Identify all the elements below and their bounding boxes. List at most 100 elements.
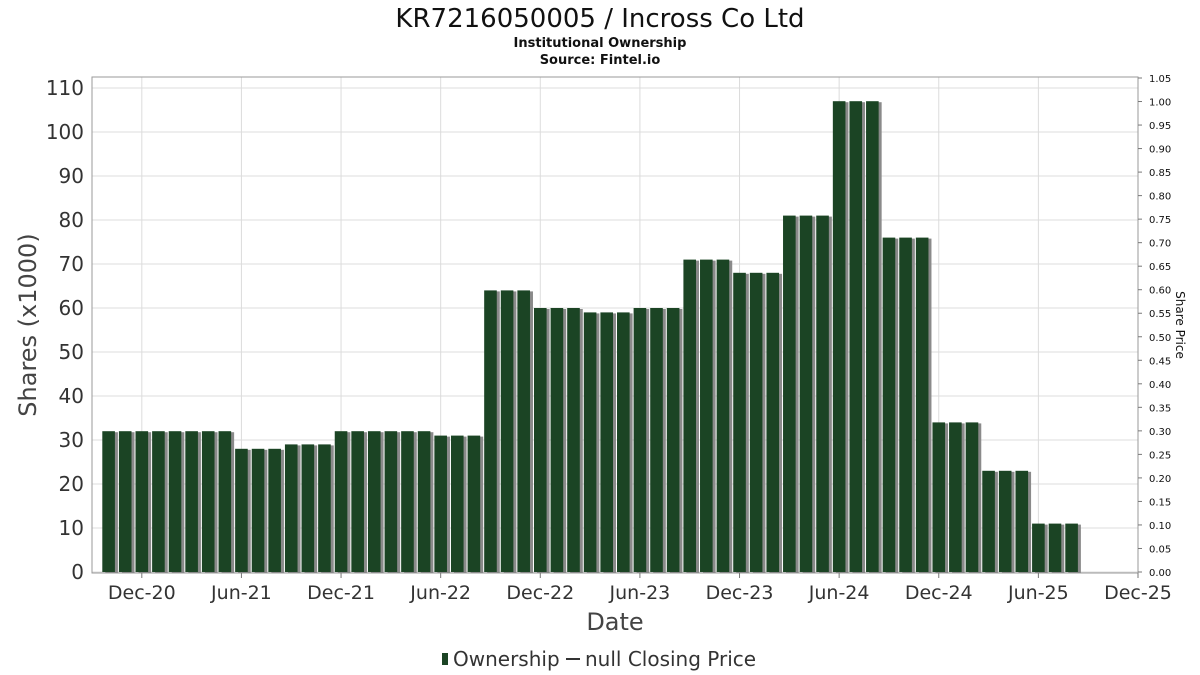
y2-tick-label: 0.35 xyxy=(1149,403,1171,414)
bar xyxy=(417,431,431,572)
bar xyxy=(384,431,398,572)
y-tick-label: 40 xyxy=(59,384,84,408)
bar xyxy=(1032,523,1045,572)
legend-ownership-swatch xyxy=(442,653,448,665)
y2-tick-label: 0.80 xyxy=(1149,192,1171,203)
bar xyxy=(783,215,796,572)
bar xyxy=(716,259,730,572)
bar xyxy=(932,422,946,572)
bar xyxy=(882,237,896,572)
y2-tick-label: 0.05 xyxy=(1149,544,1171,555)
x-axis-ticks: Dec-20 Jun-21 Dec-21 Jun-22 Dec-22 Jun-23 Dec-… xyxy=(108,573,1172,604)
bar xyxy=(318,444,331,572)
y2-tick-label: 0.20 xyxy=(1149,474,1171,485)
y2-tick-label: 1.00 xyxy=(1149,98,1171,109)
x-tick-label: Jun-24 xyxy=(808,582,870,604)
bar xyxy=(450,435,464,572)
x-tick-label: Jun-21 xyxy=(210,582,272,604)
y2-tick-label: 0.70 xyxy=(1149,239,1171,250)
y-tick-label: 60 xyxy=(59,296,84,320)
bar xyxy=(268,448,281,572)
bar xyxy=(301,444,315,572)
bar xyxy=(849,101,863,572)
bar xyxy=(733,272,746,572)
x-tick-label: Dec-20 xyxy=(108,582,176,604)
bar xyxy=(168,431,182,572)
bar xyxy=(965,422,979,572)
y2-tick-label: 0.60 xyxy=(1149,286,1171,297)
bar xyxy=(467,435,481,572)
ownership-bars xyxy=(102,101,1081,573)
bar xyxy=(351,431,364,572)
y-tick-label: 100 xyxy=(46,120,84,144)
bar xyxy=(1015,470,1029,572)
bar xyxy=(102,431,115,572)
y2-tick-label: 0.50 xyxy=(1149,333,1171,344)
x-tick-label: Dec-25 xyxy=(1104,582,1172,604)
bar xyxy=(185,431,198,572)
bar xyxy=(500,290,514,572)
bar xyxy=(251,448,265,572)
x-tick-label: Jun-22 xyxy=(409,582,471,604)
bar xyxy=(218,431,232,572)
y2-tick-label: 0.65 xyxy=(1149,262,1171,273)
bar xyxy=(1048,523,1062,572)
y-tick-label: 30 xyxy=(59,428,84,452)
chart-source: Source: Fintel.io xyxy=(540,53,661,68)
y2-axis-label: Share Price xyxy=(1173,291,1187,359)
bar xyxy=(998,470,1012,572)
bar xyxy=(700,259,713,572)
bar xyxy=(152,431,165,572)
bar xyxy=(683,259,697,572)
y2-tick-label: 0.15 xyxy=(1149,497,1171,508)
bar xyxy=(617,312,630,572)
y-tick-label: 10 xyxy=(59,516,84,540)
bar xyxy=(201,431,215,572)
y-tick-label: 0 xyxy=(71,560,84,584)
y2-tick-label: 0.30 xyxy=(1149,427,1171,438)
bar xyxy=(235,448,248,572)
bar xyxy=(583,312,597,572)
y2-tick-label: 0.00 xyxy=(1149,568,1171,579)
y2-tick-label: 0.90 xyxy=(1149,145,1171,156)
y2-tick-label: 0.25 xyxy=(1149,450,1171,461)
legend: Ownership null Closing Price xyxy=(442,647,756,671)
legend-closing-price-label: null Closing Price xyxy=(585,647,756,671)
y2-tick-label: 0.45 xyxy=(1149,356,1171,367)
bar xyxy=(284,444,298,572)
y-tick-label: 20 xyxy=(59,472,84,496)
y2-tick-label: 0.85 xyxy=(1149,168,1171,179)
y-tick-label: 90 xyxy=(59,164,84,188)
x-tick-label: Jun-25 xyxy=(1007,582,1069,604)
y-tick-label: 70 xyxy=(59,252,84,276)
y2-tick-label: 0.10 xyxy=(1149,521,1171,532)
x-tick-label: Dec-22 xyxy=(506,582,574,604)
chart-subtitle: Institutional Ownership xyxy=(514,36,687,51)
y-axis-label: Shares (x1000) xyxy=(14,233,42,416)
bar xyxy=(367,431,381,572)
bar xyxy=(567,308,580,572)
bar xyxy=(982,470,995,572)
y2-tick-label: 0.40 xyxy=(1149,380,1171,391)
x-axis-label: Date xyxy=(586,608,643,636)
y2-tick-label: 0.95 xyxy=(1149,121,1171,132)
bar xyxy=(533,308,547,572)
y-tick-label: 110 xyxy=(46,76,84,100)
bar xyxy=(766,272,780,572)
y2-tick-label: 0.55 xyxy=(1149,309,1171,320)
y-tick-label: 80 xyxy=(59,208,84,232)
x-tick-label: Dec-24 xyxy=(905,582,973,604)
bar xyxy=(899,237,912,572)
bar xyxy=(666,308,680,572)
bar xyxy=(949,422,962,572)
bar xyxy=(484,290,497,572)
x-tick-label: Dec-23 xyxy=(706,582,774,604)
x-tick-label: Jun-23 xyxy=(609,582,671,604)
bar xyxy=(517,290,530,572)
chart-title: KR7216050005 / Incross Co Ltd xyxy=(395,4,804,34)
bar xyxy=(118,431,132,572)
y-tick-label: 50 xyxy=(59,340,84,364)
bar xyxy=(550,308,564,572)
